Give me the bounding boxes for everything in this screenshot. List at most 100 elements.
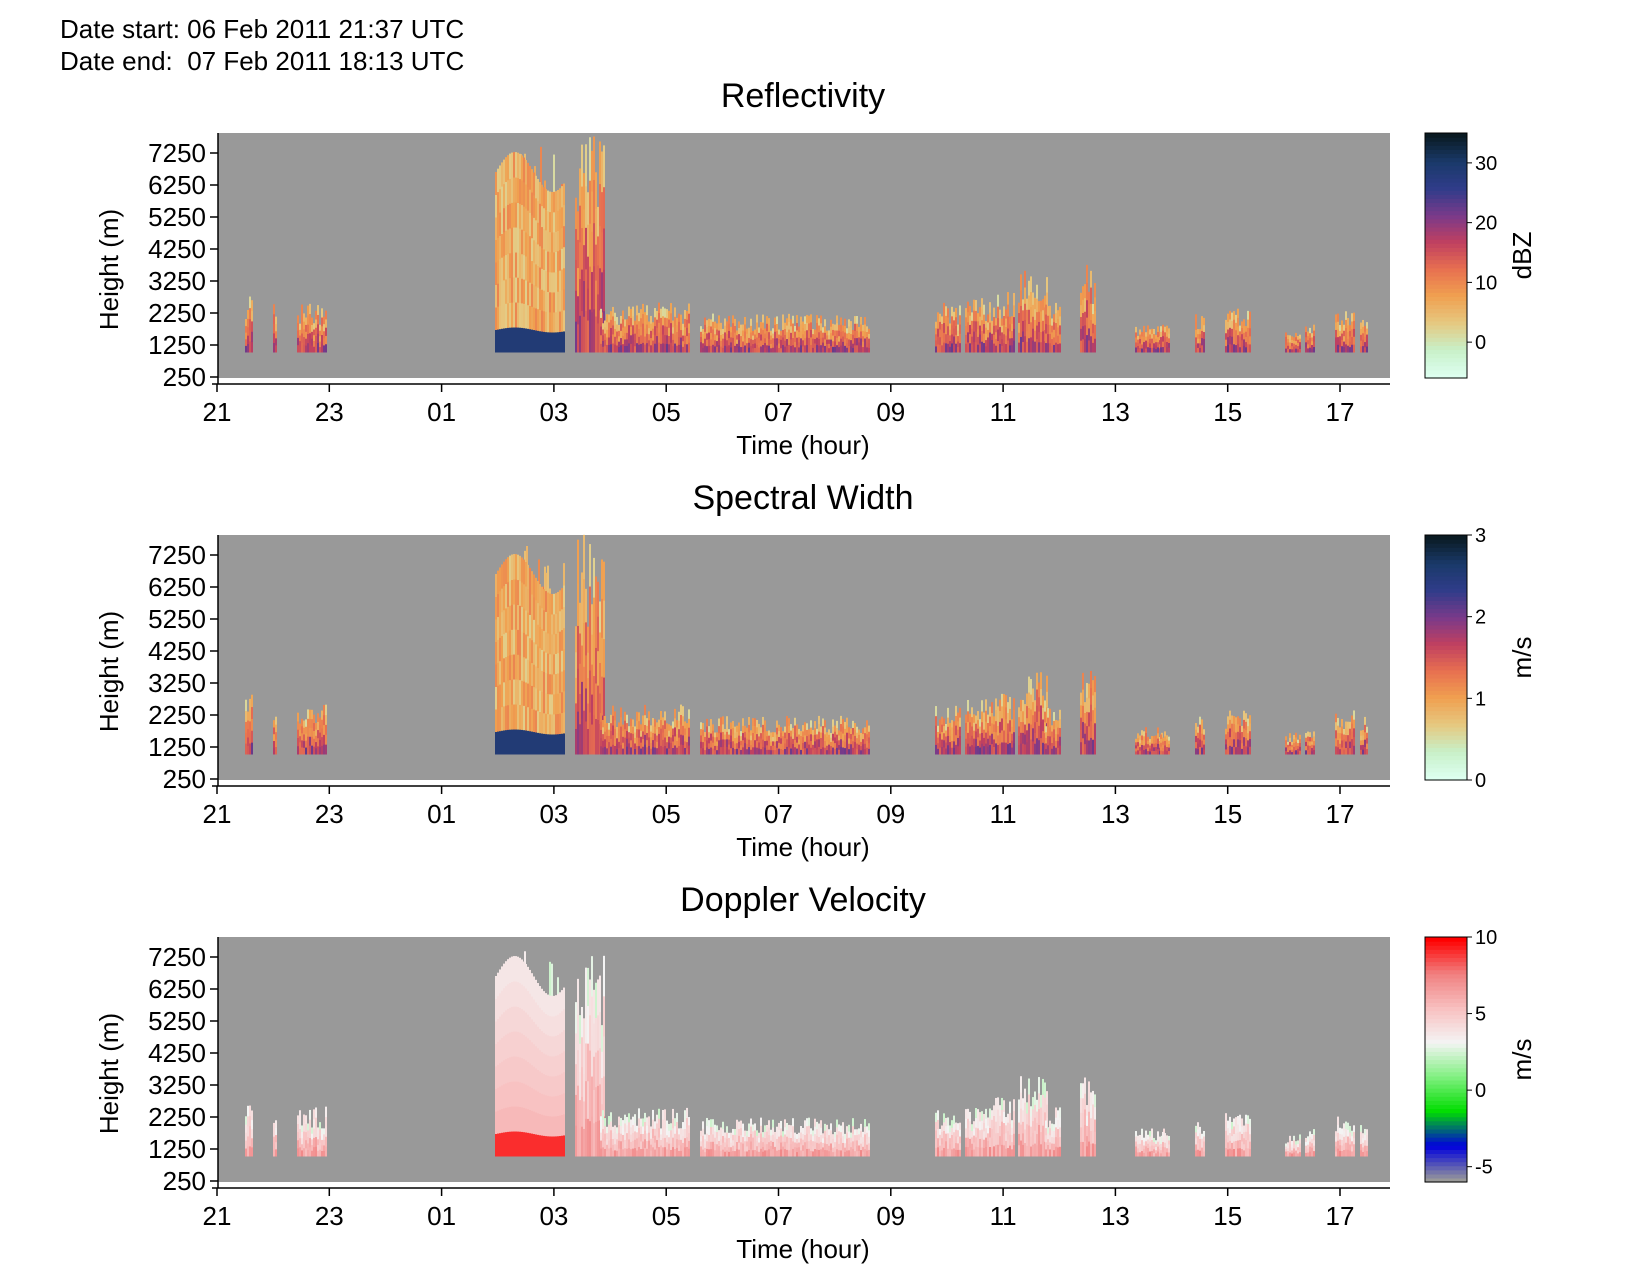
echo-cell xyxy=(626,1132,628,1141)
echo-cell xyxy=(953,343,955,353)
echo-cell xyxy=(297,737,299,747)
echo-cell xyxy=(537,689,539,712)
echo-cell xyxy=(652,1109,654,1120)
echo-cell xyxy=(850,1132,852,1138)
echo-cell xyxy=(321,710,323,720)
echo-cell xyxy=(247,343,249,353)
echo-cell xyxy=(748,1142,750,1150)
echo-cell xyxy=(776,330,778,339)
echo-cell xyxy=(672,740,674,748)
echo-cell xyxy=(686,1146,688,1157)
echo-cell xyxy=(634,1139,636,1149)
echo-cell xyxy=(1018,312,1020,323)
echo-cell xyxy=(1086,282,1088,301)
echo-cell xyxy=(622,310,624,320)
echo-cell xyxy=(602,726,604,735)
echo-cell xyxy=(599,267,601,311)
echo-cell xyxy=(730,346,732,353)
x-tick-label: 09 xyxy=(876,799,905,829)
colorbar-slice xyxy=(1425,535,1467,540)
echo-cell xyxy=(967,743,969,755)
echo-cell xyxy=(1364,325,1366,332)
echo-cell xyxy=(738,327,740,335)
echo-cell xyxy=(551,653,553,675)
echo-cell xyxy=(541,691,543,713)
echo-cell xyxy=(682,335,684,342)
echo-cell xyxy=(513,152,515,178)
echo-cell xyxy=(1094,691,1096,708)
echo-cell xyxy=(768,1120,770,1128)
echo-cell xyxy=(706,1140,708,1149)
echo-cell xyxy=(1139,746,1141,751)
echo-cell xyxy=(618,1140,620,1149)
echo-cell xyxy=(1341,733,1343,741)
echo-cell xyxy=(856,732,858,739)
echo-cell xyxy=(535,175,537,199)
echo-cell xyxy=(602,1119,604,1130)
echo-cell xyxy=(1057,727,1059,735)
echo-cell xyxy=(1233,715,1235,725)
echo-cell xyxy=(525,682,527,707)
echo-cell xyxy=(1049,717,1051,728)
echo-cell xyxy=(706,1148,708,1157)
echo-cell xyxy=(1149,744,1151,749)
echo-cell xyxy=(1022,743,1024,755)
echo-cell xyxy=(754,1149,756,1157)
echo-cell xyxy=(1239,718,1241,726)
echo-cell xyxy=(955,325,957,335)
echo-cell xyxy=(650,323,652,331)
echo-cell xyxy=(1168,747,1170,752)
colorbar-slice xyxy=(1425,543,1467,548)
echo-cell xyxy=(672,721,674,729)
echo-cell xyxy=(273,733,275,741)
echo-cell xyxy=(245,710,247,722)
echo-cell xyxy=(945,333,947,344)
echo-cell xyxy=(854,1129,856,1136)
echo-cell xyxy=(1362,345,1364,353)
echo-cell xyxy=(666,317,668,327)
echo-cell xyxy=(806,1118,808,1127)
echo-cell xyxy=(943,739,945,748)
echo-cell xyxy=(941,746,943,755)
echo-cell xyxy=(1366,328,1368,335)
echo-cell xyxy=(622,724,624,731)
echo-cell xyxy=(798,743,800,750)
echo-cell xyxy=(812,734,814,741)
echo-cell xyxy=(770,736,772,742)
echo-cell xyxy=(541,226,543,248)
echo-field xyxy=(245,534,1368,755)
echo-cell xyxy=(800,323,802,332)
echo-cell xyxy=(1092,724,1094,740)
echo-cell xyxy=(549,593,551,615)
echo-cell xyxy=(654,1135,656,1143)
echo-cell xyxy=(527,564,529,589)
echo-cell xyxy=(993,343,995,353)
echo-cell xyxy=(583,578,585,624)
echo-cell xyxy=(981,743,983,755)
echo-cell xyxy=(842,325,844,332)
echo-cell xyxy=(804,1120,806,1128)
echo-cell xyxy=(644,1112,646,1123)
echo-cell xyxy=(1311,747,1313,752)
echo-cell xyxy=(636,720,638,730)
echo-cell xyxy=(802,1144,804,1151)
echo-cell xyxy=(688,1132,690,1141)
echo-cell xyxy=(1090,704,1092,722)
echo-cell xyxy=(323,724,325,735)
echo-cell xyxy=(678,1150,680,1157)
colorbar-slice xyxy=(1425,739,1467,744)
echo-cell xyxy=(589,670,591,713)
echo-cell xyxy=(603,638,605,678)
echo-cell xyxy=(770,1145,772,1152)
echo-cell xyxy=(820,1141,822,1150)
echo-cell xyxy=(1018,322,1020,333)
echo-cell xyxy=(1026,717,1028,731)
echo-cell xyxy=(604,326,606,334)
echo-cell xyxy=(537,200,539,223)
echo-cell xyxy=(770,1129,772,1136)
echo-cell xyxy=(850,339,852,347)
echo-cell xyxy=(768,338,770,346)
echo-cell xyxy=(593,636,595,677)
echo-cell xyxy=(1233,311,1235,320)
echo-cell xyxy=(702,338,704,344)
